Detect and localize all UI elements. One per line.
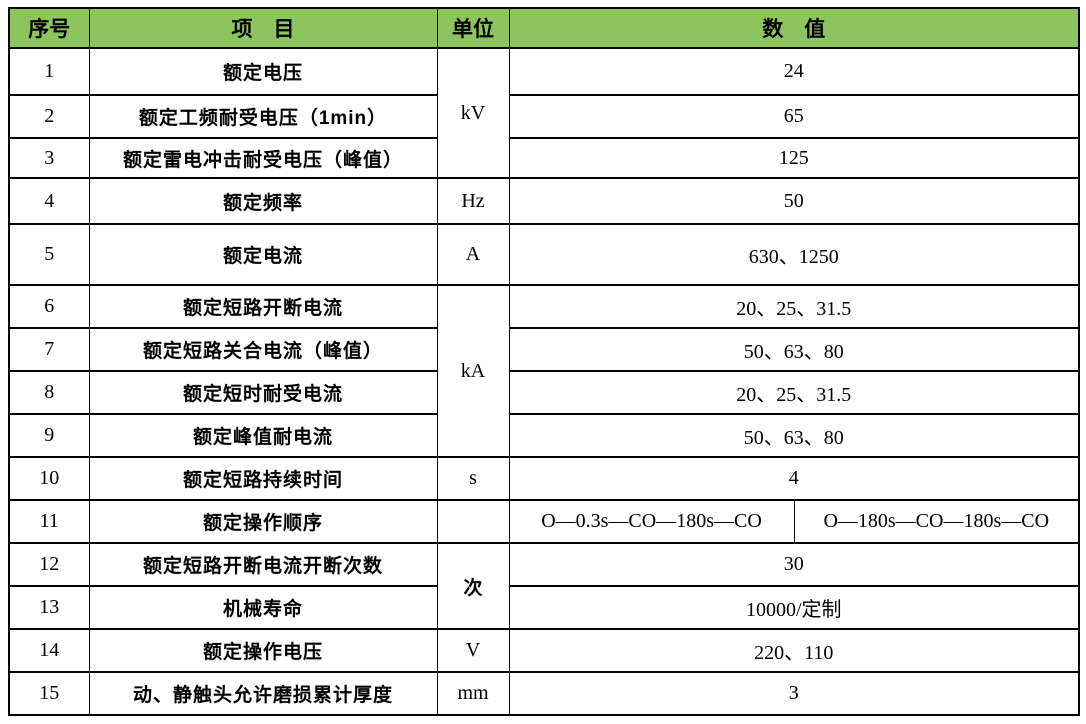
cell-value: 3 <box>508 671 1080 716</box>
cell-unit-a: A <box>436 223 510 286</box>
cell-value: 20、25、31.5 <box>508 370 1080 415</box>
table-row: 5 额定电流 A 630、1250 <box>8 223 1080 286</box>
technical-parameters-table: 序号 项 目 单位 数 值 1 额定电压 kV 24 2 额定工频耐受电压（1m… <box>8 7 1080 716</box>
cell-no: 3 <box>8 137 90 179</box>
cell-value: 24 <box>508 47 1080 96</box>
cell-value: 20、25、31.5 <box>508 284 1080 329</box>
cell-no: 7 <box>8 327 90 372</box>
cell-item: 额定短路关合电流（峰值） <box>88 327 438 372</box>
cell-item: 额定峰值耐电流 <box>88 413 438 458</box>
cell-unit-s: s <box>436 456 510 501</box>
table-row: 1 额定电压 kV 24 <box>8 47 1080 179</box>
cell-no: 6 <box>8 284 90 329</box>
column-header-value: 数 值 <box>508 7 1080 49</box>
table-row: 14 额定操作电压 V 220、110 <box>8 628 1080 673</box>
cell-item: 额定电压 <box>88 47 438 96</box>
cell-no: 9 <box>8 413 90 458</box>
cell-value: 50、63、80 <box>508 413 1080 458</box>
cell-value-sequence-right: O—180s—CO—180s—CO <box>793 499 1080 544</box>
cell-value: 65 <box>508 94 1080 139</box>
cell-unit-mm: mm <box>436 671 510 716</box>
cell-item: 额定操作电压 <box>88 628 438 673</box>
table-row: 4 额定频率 Hz 50 <box>8 177 1080 225</box>
table-row: 7 额定短路关合电流（峰值） 50、63、80 <box>8 327 1080 372</box>
table-row: 10 额定短路持续时间 s 4 <box>8 456 1080 501</box>
cell-unit-v: V <box>436 628 510 673</box>
cell-value-sequence-left: O—0.3s—CO—180s—CO <box>508 499 795 544</box>
cell-value: 125 <box>508 137 1080 179</box>
cell-item: 额定频率 <box>88 177 438 225</box>
cell-item: 额定短路开断电流开断次数 <box>88 542 438 587</box>
cell-unit-kv: kV <box>436 47 510 179</box>
cell-item: 机械寿命 <box>88 585 438 630</box>
cell-no: 13 <box>8 585 90 630</box>
cell-no: 14 <box>8 628 90 673</box>
cell-value: 50 <box>508 177 1080 225</box>
cell-item: 动、静触头允许磨损累计厚度 <box>88 671 438 716</box>
cell-no: 15 <box>8 671 90 716</box>
cell-unit-hz: Hz <box>436 177 510 225</box>
column-header-item: 项 目 <box>88 7 438 49</box>
cell-no: 12 <box>8 542 90 587</box>
cell-item: 额定工频耐受电压（1min） <box>88 94 438 139</box>
table-row: 13 机械寿命 10000/定制 <box>8 585 1080 630</box>
table-row: 3 额定雷电冲击耐受电压（峰值） 125 <box>8 137 1080 179</box>
cell-no: 10 <box>8 456 90 501</box>
table-row: 6 额定短路开断电流 kA 20、25、31.5 <box>8 284 1080 458</box>
table-row: 12 额定短路开断电流开断次数 次 30 <box>8 542 1080 630</box>
cell-unit-empty <box>436 499 510 544</box>
cell-no: 4 <box>8 177 90 225</box>
cell-unit-times: 次 <box>436 542 510 630</box>
cell-no: 11 <box>8 499 90 544</box>
table-row: 15 动、静触头允许磨损累计厚度 mm 3 <box>8 671 1080 716</box>
table-row: 2 额定工频耐受电压（1min） 65 <box>8 94 1080 139</box>
cell-value: 10000/定制 <box>508 585 1080 630</box>
cell-value: 50、63、80 <box>508 327 1080 372</box>
cell-item: 额定短时耐受电流 <box>88 370 438 415</box>
cell-value: 30 <box>508 542 1080 587</box>
cell-value: 220、110 <box>508 628 1080 673</box>
cell-item: 额定操作顺序 <box>88 499 438 544</box>
cell-no: 2 <box>8 94 90 139</box>
table-row: 11 额定操作顺序 O—0.3s—CO—180s—CO O—180s—CO—18… <box>8 499 1080 544</box>
cell-value: 4 <box>508 456 1080 501</box>
cell-no: 5 <box>8 223 90 286</box>
cell-item: 额定短路开断电流 <box>88 284 438 329</box>
cell-no: 1 <box>8 47 90 96</box>
column-header-no: 序号 <box>8 7 90 49</box>
table-row: 8 额定短时耐受电流 20、25、31.5 <box>8 370 1080 415</box>
cell-unit-ka: kA <box>436 284 510 458</box>
cell-value: 630、1250 <box>508 223 1080 286</box>
cell-item: 额定短路持续时间 <box>88 456 438 501</box>
cell-item: 额定电流 <box>88 223 438 286</box>
table-row: 9 额定峰值耐电流 50、63、80 <box>8 413 1080 458</box>
column-header-unit: 单位 <box>436 7 510 49</box>
cell-item: 额定雷电冲击耐受电压（峰值） <box>88 137 438 179</box>
cell-no: 8 <box>8 370 90 415</box>
header-row: 序号 项 目 单位 数 值 <box>8 7 1080 49</box>
